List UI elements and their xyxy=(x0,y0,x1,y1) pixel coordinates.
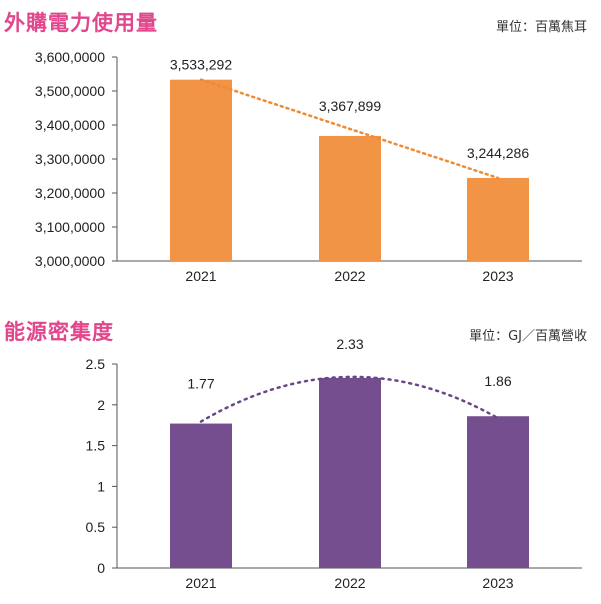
electricity-data-label-2021: 3,533,292 xyxy=(170,57,232,73)
intensity-x-tick-label-2022: 2022 xyxy=(334,575,365,591)
electricity-chart-title: 外購電力使用量 xyxy=(4,11,158,35)
electricity-y-tick-label: 3,500,0000 xyxy=(35,83,105,99)
electricity-unit-label: 單位：百萬焦耳 xyxy=(495,20,587,35)
intensity-chart: 0 0.5 1 1.5 2 2.5 1.77 2021 2.33 2022 1.86 2023 xyxy=(86,336,582,591)
electricity-x-tick-label-2023: 2023 xyxy=(482,268,513,284)
intensity-bar-2021 xyxy=(170,423,232,568)
intensity-x-tick-label-2021: 2021 xyxy=(185,575,216,591)
intensity-y-tick-label: 0 xyxy=(97,560,105,576)
electricity-y-tick-label: 3,400,0000 xyxy=(35,117,105,133)
electricity-y-tick-label: 3,600,0000 xyxy=(35,49,105,65)
intensity-y-tick-label: 1 xyxy=(97,478,105,494)
intensity-bar-2022 xyxy=(319,377,381,568)
intensity-y-tick-label: 2.5 xyxy=(86,356,106,372)
electricity-bar-2021 xyxy=(170,79,232,261)
intensity-chart-title: 能源密集度 xyxy=(4,320,114,344)
intensity-y-tick-label: 1.5 xyxy=(86,438,106,454)
intensity-trend-arc xyxy=(199,375,500,423)
electricity-bar-2023 xyxy=(467,177,529,261)
electricity-x-tick-label-2021: 2021 xyxy=(185,268,216,284)
electricity-y-tick-label: 3,300,0000 xyxy=(35,151,105,167)
electricity-trend-line xyxy=(199,78,500,180)
electricity-data-label-2022: 3,367,899 xyxy=(319,98,381,114)
electricity-y-tick-label: 3,200,0000 xyxy=(35,185,105,201)
electricity-y-tick-label: 3,000,0000 xyxy=(35,253,105,269)
electricity-x-tick-label-2022: 2022 xyxy=(334,268,365,284)
intensity-bar-2023 xyxy=(467,416,529,568)
electricity-bar-2022 xyxy=(319,135,381,261)
intensity-y-tick-label: 2 xyxy=(97,397,105,413)
electricity-y-tick-label: 3,100,0000 xyxy=(35,219,105,235)
intensity-y-tick-label: 0.5 xyxy=(86,519,106,535)
intensity-data-label-2023: 1.86 xyxy=(484,373,511,389)
intensity-data-label-2022: 2.33 xyxy=(336,336,363,352)
intensity-unit-label: 單位：GJ／百萬營收 xyxy=(469,329,587,344)
intensity-data-label-2021: 1.77 xyxy=(187,376,214,392)
intensity-x-tick-label-2023: 2023 xyxy=(482,575,513,591)
electricity-chart: 3,000,0000 3,100,0000 3,200,0000 3,300,0000… xyxy=(35,49,582,284)
electricity-data-label-2023: 3,244,286 xyxy=(467,145,529,161)
